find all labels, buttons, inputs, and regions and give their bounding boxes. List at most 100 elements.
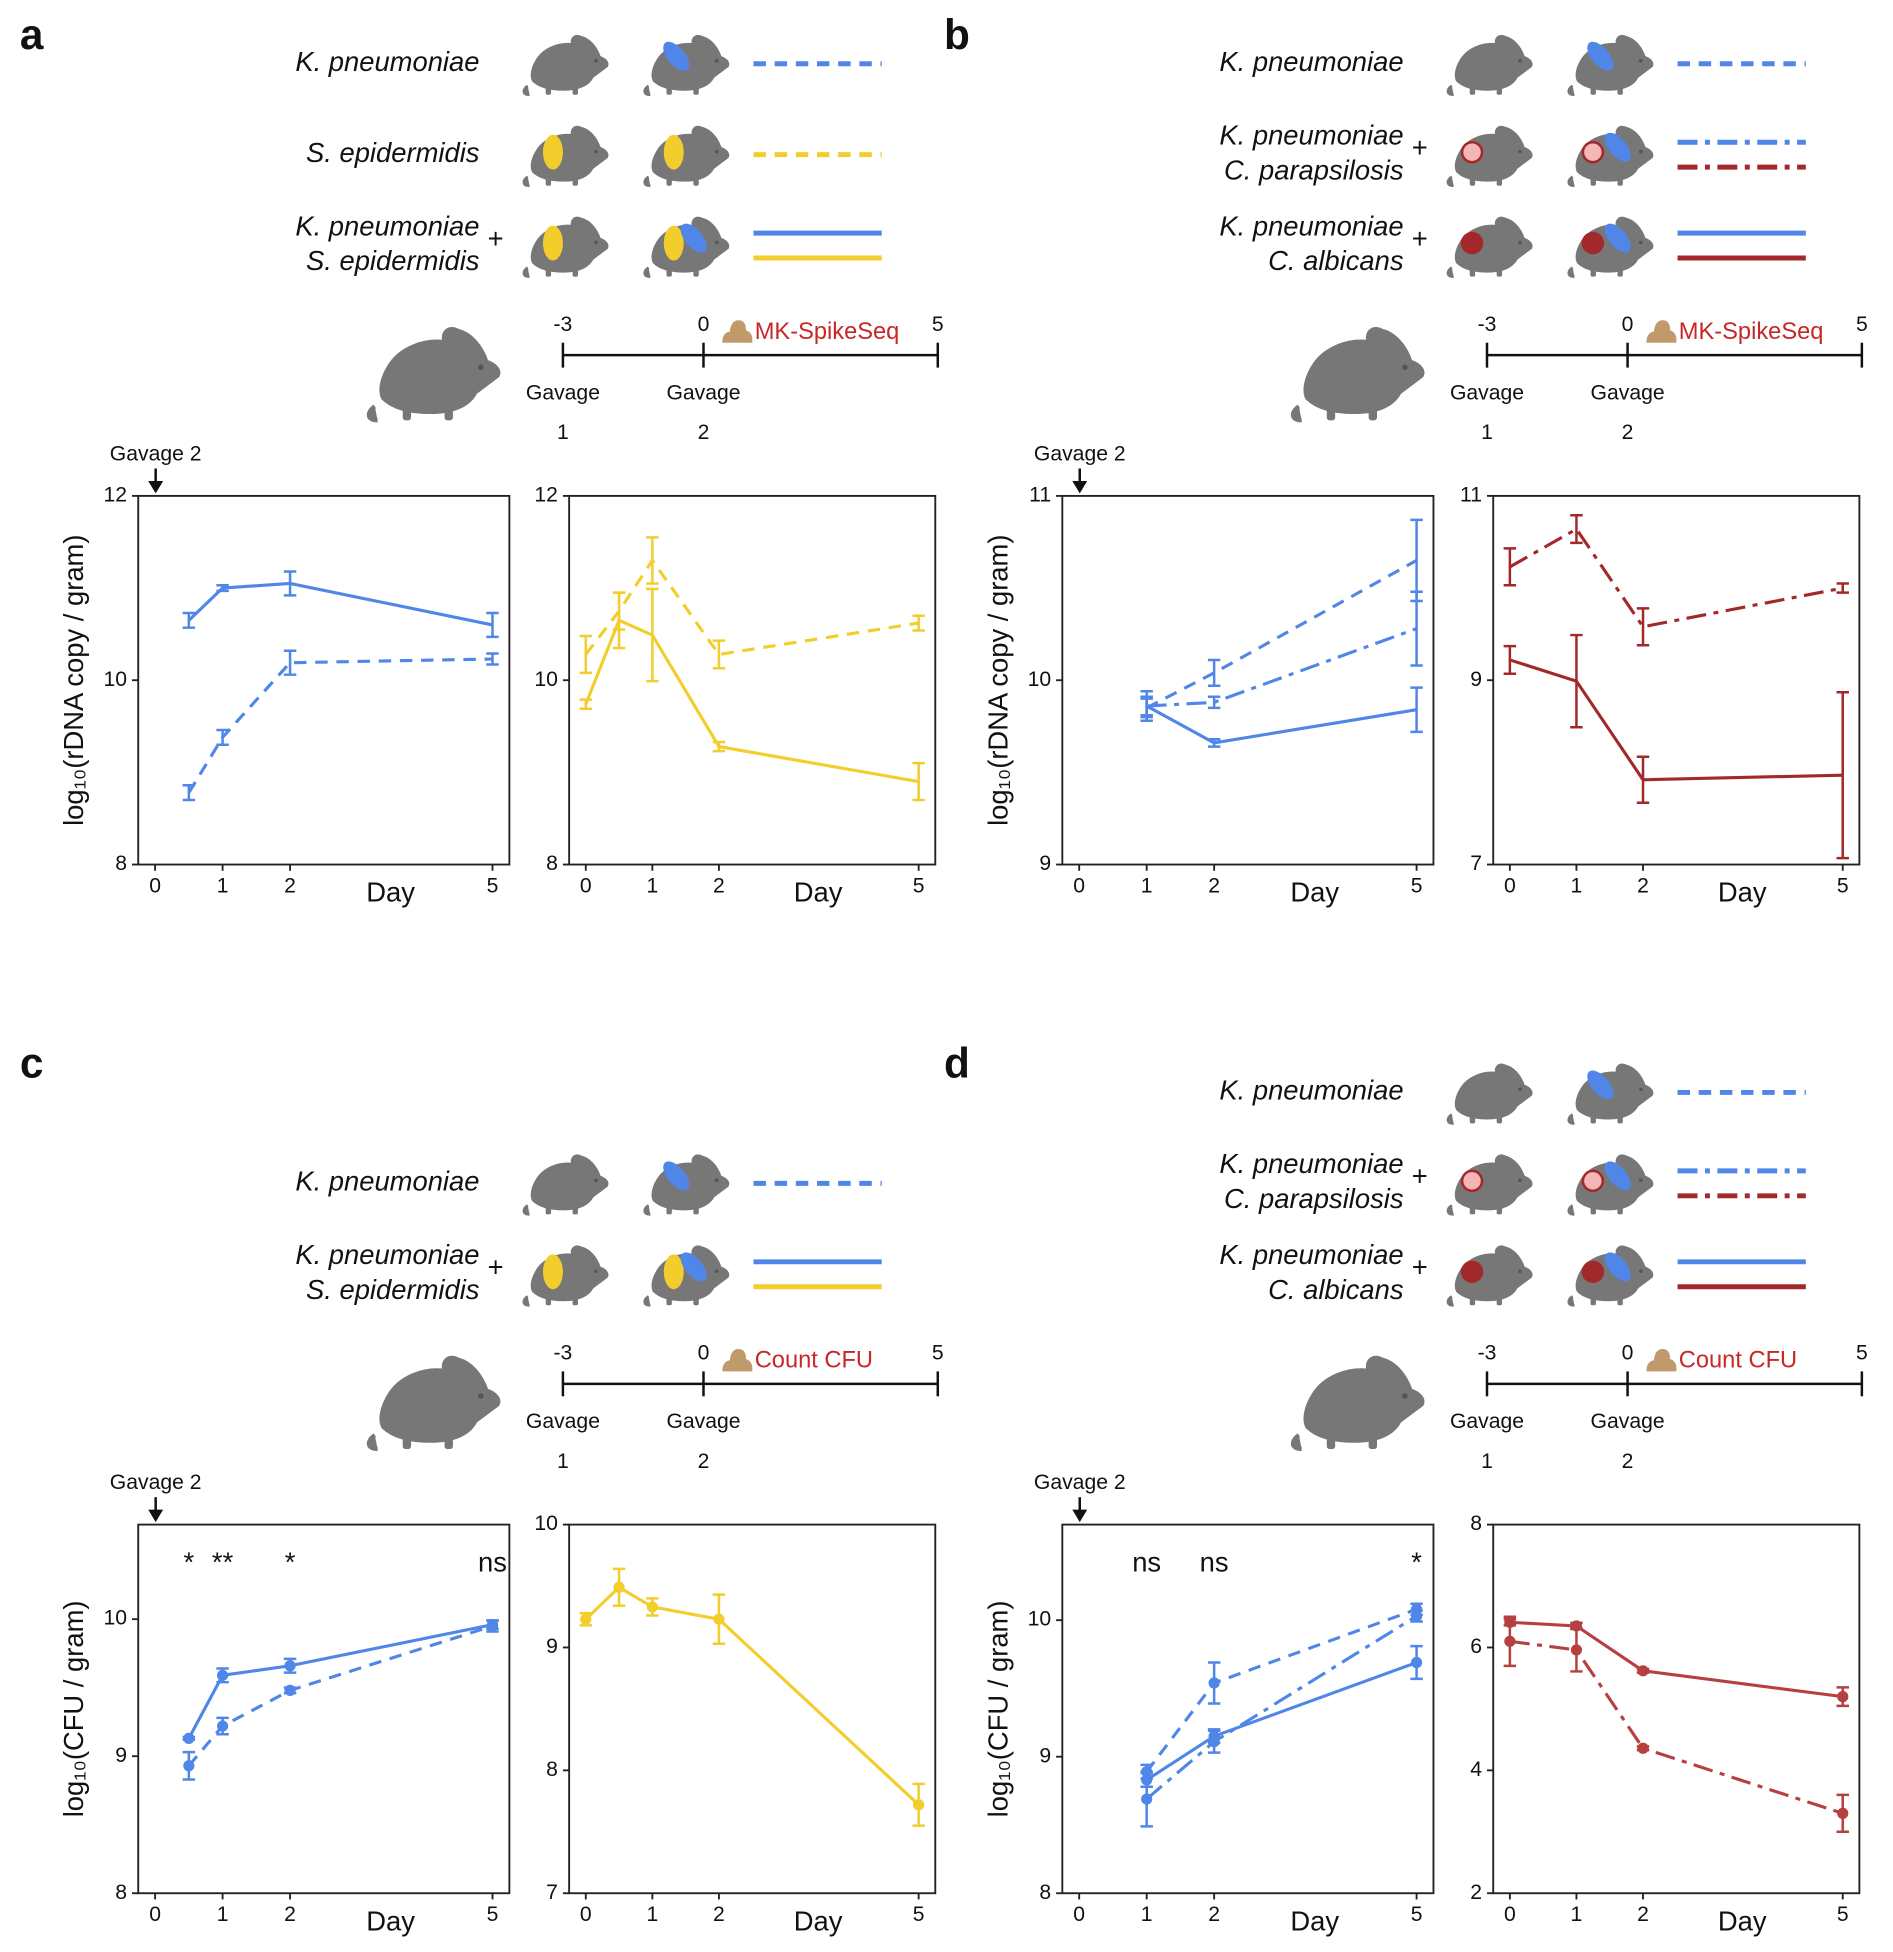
- gavage-number: 1: [557, 1450, 569, 1473]
- gavage-label: Gavage: [666, 1410, 740, 1433]
- x-axis-label: Day: [794, 1905, 843, 1936]
- panel-letter: a: [20, 11, 44, 58]
- y-tick-label: 10: [1028, 1608, 1052, 1631]
- timeline-tick-label: 0: [1622, 313, 1634, 336]
- legend-joiner: +: [1412, 1252, 1428, 1283]
- x-tick-label: 5: [1411, 875, 1423, 898]
- error-bar: [646, 587, 659, 683]
- series-line: [1145, 1661, 1418, 1782]
- panel-letter: b: [944, 11, 970, 58]
- colonizer-icon: [1581, 140, 1605, 164]
- marker: [1410, 1610, 1423, 1622]
- series-line: [584, 1585, 920, 1806]
- x-axis-label: Day: [1718, 1905, 1767, 1936]
- arrow-label: Gavage 2: [110, 442, 202, 465]
- error-bar: [712, 740, 726, 753]
- marker: [713, 1613, 725, 1625]
- error-bar: [1570, 633, 1583, 729]
- legend-label: C. parapsilosis: [1224, 154, 1404, 185]
- mouse-icon: [522, 34, 609, 97]
- timeline-tick-label: 5: [1856, 313, 1868, 336]
- x-tick-label: 0: [1073, 875, 1085, 898]
- series-line: [1509, 1639, 1844, 1815]
- y-tick-label: 9: [1470, 668, 1482, 691]
- colonizer-icon: [680, 223, 707, 253]
- mouse-icon: [1446, 1154, 1533, 1216]
- x-tick-label: 1: [1141, 1903, 1153, 1926]
- mouse-icon: [369, 329, 498, 420]
- error-bar: [579, 698, 593, 711]
- x-axis-label: Day: [1290, 1905, 1339, 1936]
- y-tick-label: 7: [546, 1881, 558, 1904]
- gavage-label: Gavage: [526, 381, 600, 404]
- mouse-icon: [1293, 1358, 1422, 1449]
- colonizer-icon: [1581, 231, 1605, 255]
- colonizer-icon: [542, 134, 563, 170]
- x-tick-label: 0: [149, 875, 161, 898]
- x-tick-label: 2: [713, 875, 725, 898]
- gavage-label: Gavage: [1591, 381, 1665, 404]
- legend-label: K. pneumoniae: [295, 1166, 479, 1197]
- marker: [284, 1684, 296, 1697]
- error-bar: [486, 611, 499, 639]
- significance-label: *: [1411, 1547, 1422, 1578]
- colonizer-icon: [1604, 132, 1631, 162]
- y-tick-label: 6: [1470, 1635, 1482, 1658]
- y-axis-label: log₁₀(CFU / gram): [982, 1601, 1013, 1818]
- legend-label: K. pneumoniae: [1219, 46, 1403, 77]
- x-tick-label: 0: [1073, 1903, 1085, 1926]
- timeline-tick-label: -3: [554, 1342, 573, 1365]
- colonizer-icon: [1581, 1260, 1605, 1283]
- gavage-number: 2: [698, 421, 710, 444]
- mouse-icon: [369, 1358, 498, 1449]
- x-axis-label: Day: [794, 877, 843, 908]
- x-tick-label: 2: [1637, 1903, 1649, 1926]
- colonizer-icon: [1604, 1161, 1631, 1191]
- y-tick-label: 8: [1470, 1512, 1482, 1535]
- axis-frame: [1492, 1523, 1861, 1895]
- colonizer-icon: [1604, 223, 1631, 253]
- error-bar: [283, 570, 297, 597]
- error-bar: [912, 614, 925, 632]
- method-label: MK-SpikeSeq: [1679, 319, 1824, 345]
- y-tick-label: 12: [103, 483, 127, 506]
- series-line: [1145, 704, 1417, 745]
- marker: [1141, 1793, 1153, 1805]
- arrow-head: [1072, 480, 1088, 494]
- y-tick-label: 10: [534, 668, 558, 691]
- method-label: Count CFU: [755, 1348, 873, 1374]
- legend-joiner: +: [488, 223, 504, 254]
- axis-frame: [568, 1523, 937, 1895]
- y-tick-label: 8: [115, 1881, 127, 1904]
- sample-icon: [722, 320, 753, 343]
- series-line: [187, 657, 493, 794]
- error-bar: [1570, 514, 1583, 545]
- x-tick-label: 5: [913, 1903, 925, 1926]
- colonizer-icon: [680, 1252, 707, 1282]
- mouse-icon: [522, 1245, 609, 1307]
- series-line: [1145, 559, 1418, 710]
- legend-joiner: +: [488, 1252, 504, 1283]
- colonizer-icon: [1587, 1070, 1614, 1100]
- series-line: [187, 1623, 493, 1740]
- axis-frame: [1061, 494, 1435, 866]
- gavage-number: 1: [1481, 421, 1493, 444]
- timeline-tick-label: -3: [554, 313, 573, 336]
- error-bar: [912, 761, 925, 802]
- y-tick-label: 9: [115, 1744, 127, 1767]
- mouse-icon: [1446, 1245, 1533, 1307]
- colonizer-icon: [663, 41, 690, 71]
- colonizer-icon: [1587, 41, 1614, 71]
- mouse-icon: [1446, 34, 1533, 97]
- series-line: [1509, 527, 1844, 629]
- error-bar: [1207, 695, 1221, 710]
- axis-frame: [137, 1523, 511, 1895]
- marker: [183, 1760, 195, 1772]
- mouse-icon: [643, 125, 730, 188]
- timeline-tick-label: 0: [698, 313, 710, 336]
- error-bar: [182, 784, 196, 802]
- series-line: [187, 1624, 493, 1767]
- marker: [1837, 1691, 1849, 1703]
- marker: [913, 1799, 925, 1811]
- error-bar: [612, 591, 626, 650]
